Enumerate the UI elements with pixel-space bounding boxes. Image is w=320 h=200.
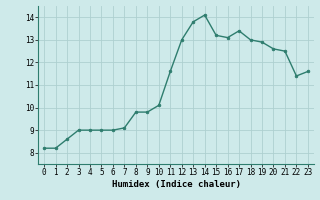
X-axis label: Humidex (Indice chaleur): Humidex (Indice chaleur): [111, 180, 241, 189]
